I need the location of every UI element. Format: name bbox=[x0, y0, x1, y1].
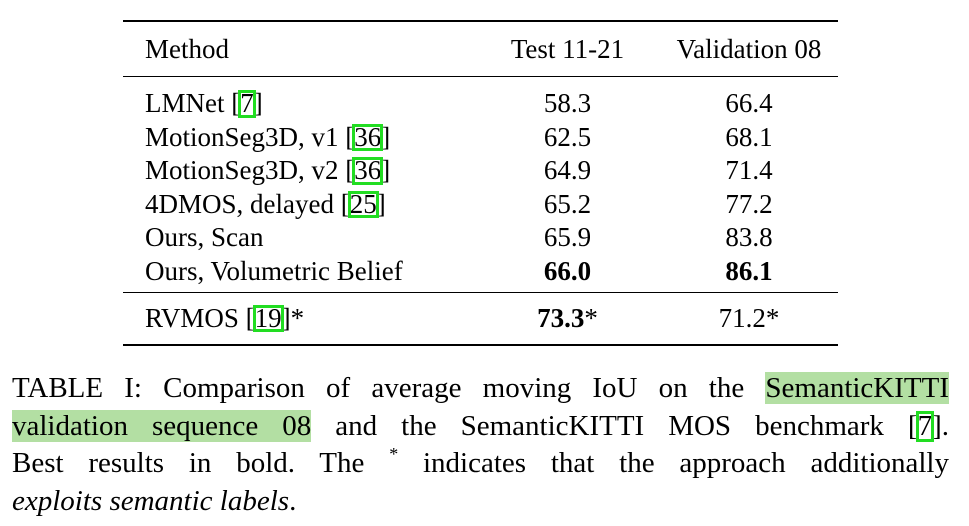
validation-value: 83.8 bbox=[725, 222, 773, 252]
citation-link[interactable]: 25 bbox=[347, 188, 379, 222]
caption-line: Best results in bold. The * indicates th… bbox=[12, 445, 949, 483]
validation-value: 71.2* bbox=[718, 302, 780, 333]
caption-text: Best results in bold. The bbox=[12, 447, 390, 479]
test-value: 65.9 bbox=[543, 222, 592, 252]
table-caption: TABLE I: Comparison of average moving Io… bbox=[12, 370, 949, 520]
citation-link[interactable]: 36 bbox=[352, 154, 384, 188]
method-name: LMNet [ bbox=[145, 88, 241, 118]
method-name: RVMOS [ bbox=[145, 302, 255, 333]
caption-text: . bbox=[289, 484, 297, 517]
header-method: Method bbox=[145, 33, 229, 64]
method-bracket: ] bbox=[376, 188, 386, 219]
table-row: 4DMOS, delayed [25] 65.2 77.2 bbox=[123, 188, 838, 222]
top-rule bbox=[123, 20, 838, 22]
method-bracket: ] bbox=[381, 155, 391, 185]
separator-rule bbox=[123, 292, 838, 293]
citation-link[interactable]: 19 bbox=[252, 302, 284, 336]
asterisk: * bbox=[389, 444, 399, 464]
table-row: MotionSeg3D, v2 [36] 64.9 71.4 bbox=[123, 154, 838, 188]
results-table: Method Test 11-21 Validation 08 LMNet [7… bbox=[123, 20, 838, 346]
validation-value-best: 86.1 bbox=[725, 255, 773, 286]
bottom-rule bbox=[123, 344, 838, 346]
table-row: LMNet [7] 58.3 66.4 bbox=[123, 77, 838, 121]
method-name: MotionSeg3D, v2 [ bbox=[145, 155, 355, 185]
citation-link[interactable]: 7 bbox=[915, 408, 934, 446]
citation-link[interactable]: 7 bbox=[238, 87, 256, 121]
test-value-best: 73.3 bbox=[537, 302, 585, 333]
method-name: Ours, Scan bbox=[145, 222, 264, 252]
table-row: Ours, Scan 65.9 83.8 bbox=[123, 221, 838, 255]
validation-value: 68.1 bbox=[725, 121, 773, 152]
caption-line: validation sequence 08 and the SemanticK… bbox=[12, 408, 949, 446]
method-bracket: ] bbox=[381, 121, 391, 152]
table-row: RVMOS [19]* 73.3* 71.2* bbox=[123, 293, 838, 344]
caption-line: TABLE I: Comparison of average moving Io… bbox=[12, 370, 949, 408]
table-row: Ours, Volumetric Belief 66.0 86.1 bbox=[123, 255, 838, 293]
highlighted-text: validation sequence 08 bbox=[12, 409, 312, 442]
test-value: 58.3 bbox=[543, 88, 592, 118]
caption-line: exploits semantic labels. bbox=[12, 483, 949, 521]
validation-value: 66.4 bbox=[725, 88, 773, 118]
method-bracket: ]* bbox=[281, 302, 305, 333]
asterisk: * bbox=[584, 302, 598, 333]
header-test: Test 11-21 bbox=[510, 33, 625, 64]
caption-emphasis: exploits semantic labels bbox=[12, 484, 290, 517]
method-name: MotionSeg3D, v1 [ bbox=[145, 121, 355, 152]
caption-text: and the SemanticKITTI MOS benchmark [ bbox=[311, 409, 918, 442]
header-validation: Validation 08 bbox=[676, 33, 822, 64]
table-header-row: Method Test 11-21 Validation 08 bbox=[123, 22, 838, 76]
header-rule bbox=[123, 76, 838, 77]
validation-value: 71.4 bbox=[725, 155, 773, 185]
citation-link[interactable]: 36 bbox=[352, 121, 384, 155]
caption-text: TABLE I: Comparison of average moving Io… bbox=[12, 372, 766, 404]
caption-text: indicates that the approach additionally bbox=[398, 447, 949, 479]
method-name: 4DMOS, delayed [ bbox=[145, 188, 350, 219]
validation-value: 77.2 bbox=[725, 188, 773, 219]
test-value: 65.2 bbox=[543, 188, 592, 219]
test-value: 64.9 bbox=[543, 155, 592, 185]
test-value: 62.5 bbox=[543, 121, 592, 152]
method-bracket: ] bbox=[253, 88, 263, 118]
test-value-best: 66.0 bbox=[543, 255, 592, 286]
table-row: MotionSeg3D, v1 [36] 62.5 68.1 bbox=[123, 121, 838, 155]
caption-text: ]. bbox=[932, 409, 949, 442]
highlighted-text: SemanticKITTI bbox=[765, 372, 949, 404]
method-name: Ours, Volumetric Belief bbox=[145, 255, 403, 286]
